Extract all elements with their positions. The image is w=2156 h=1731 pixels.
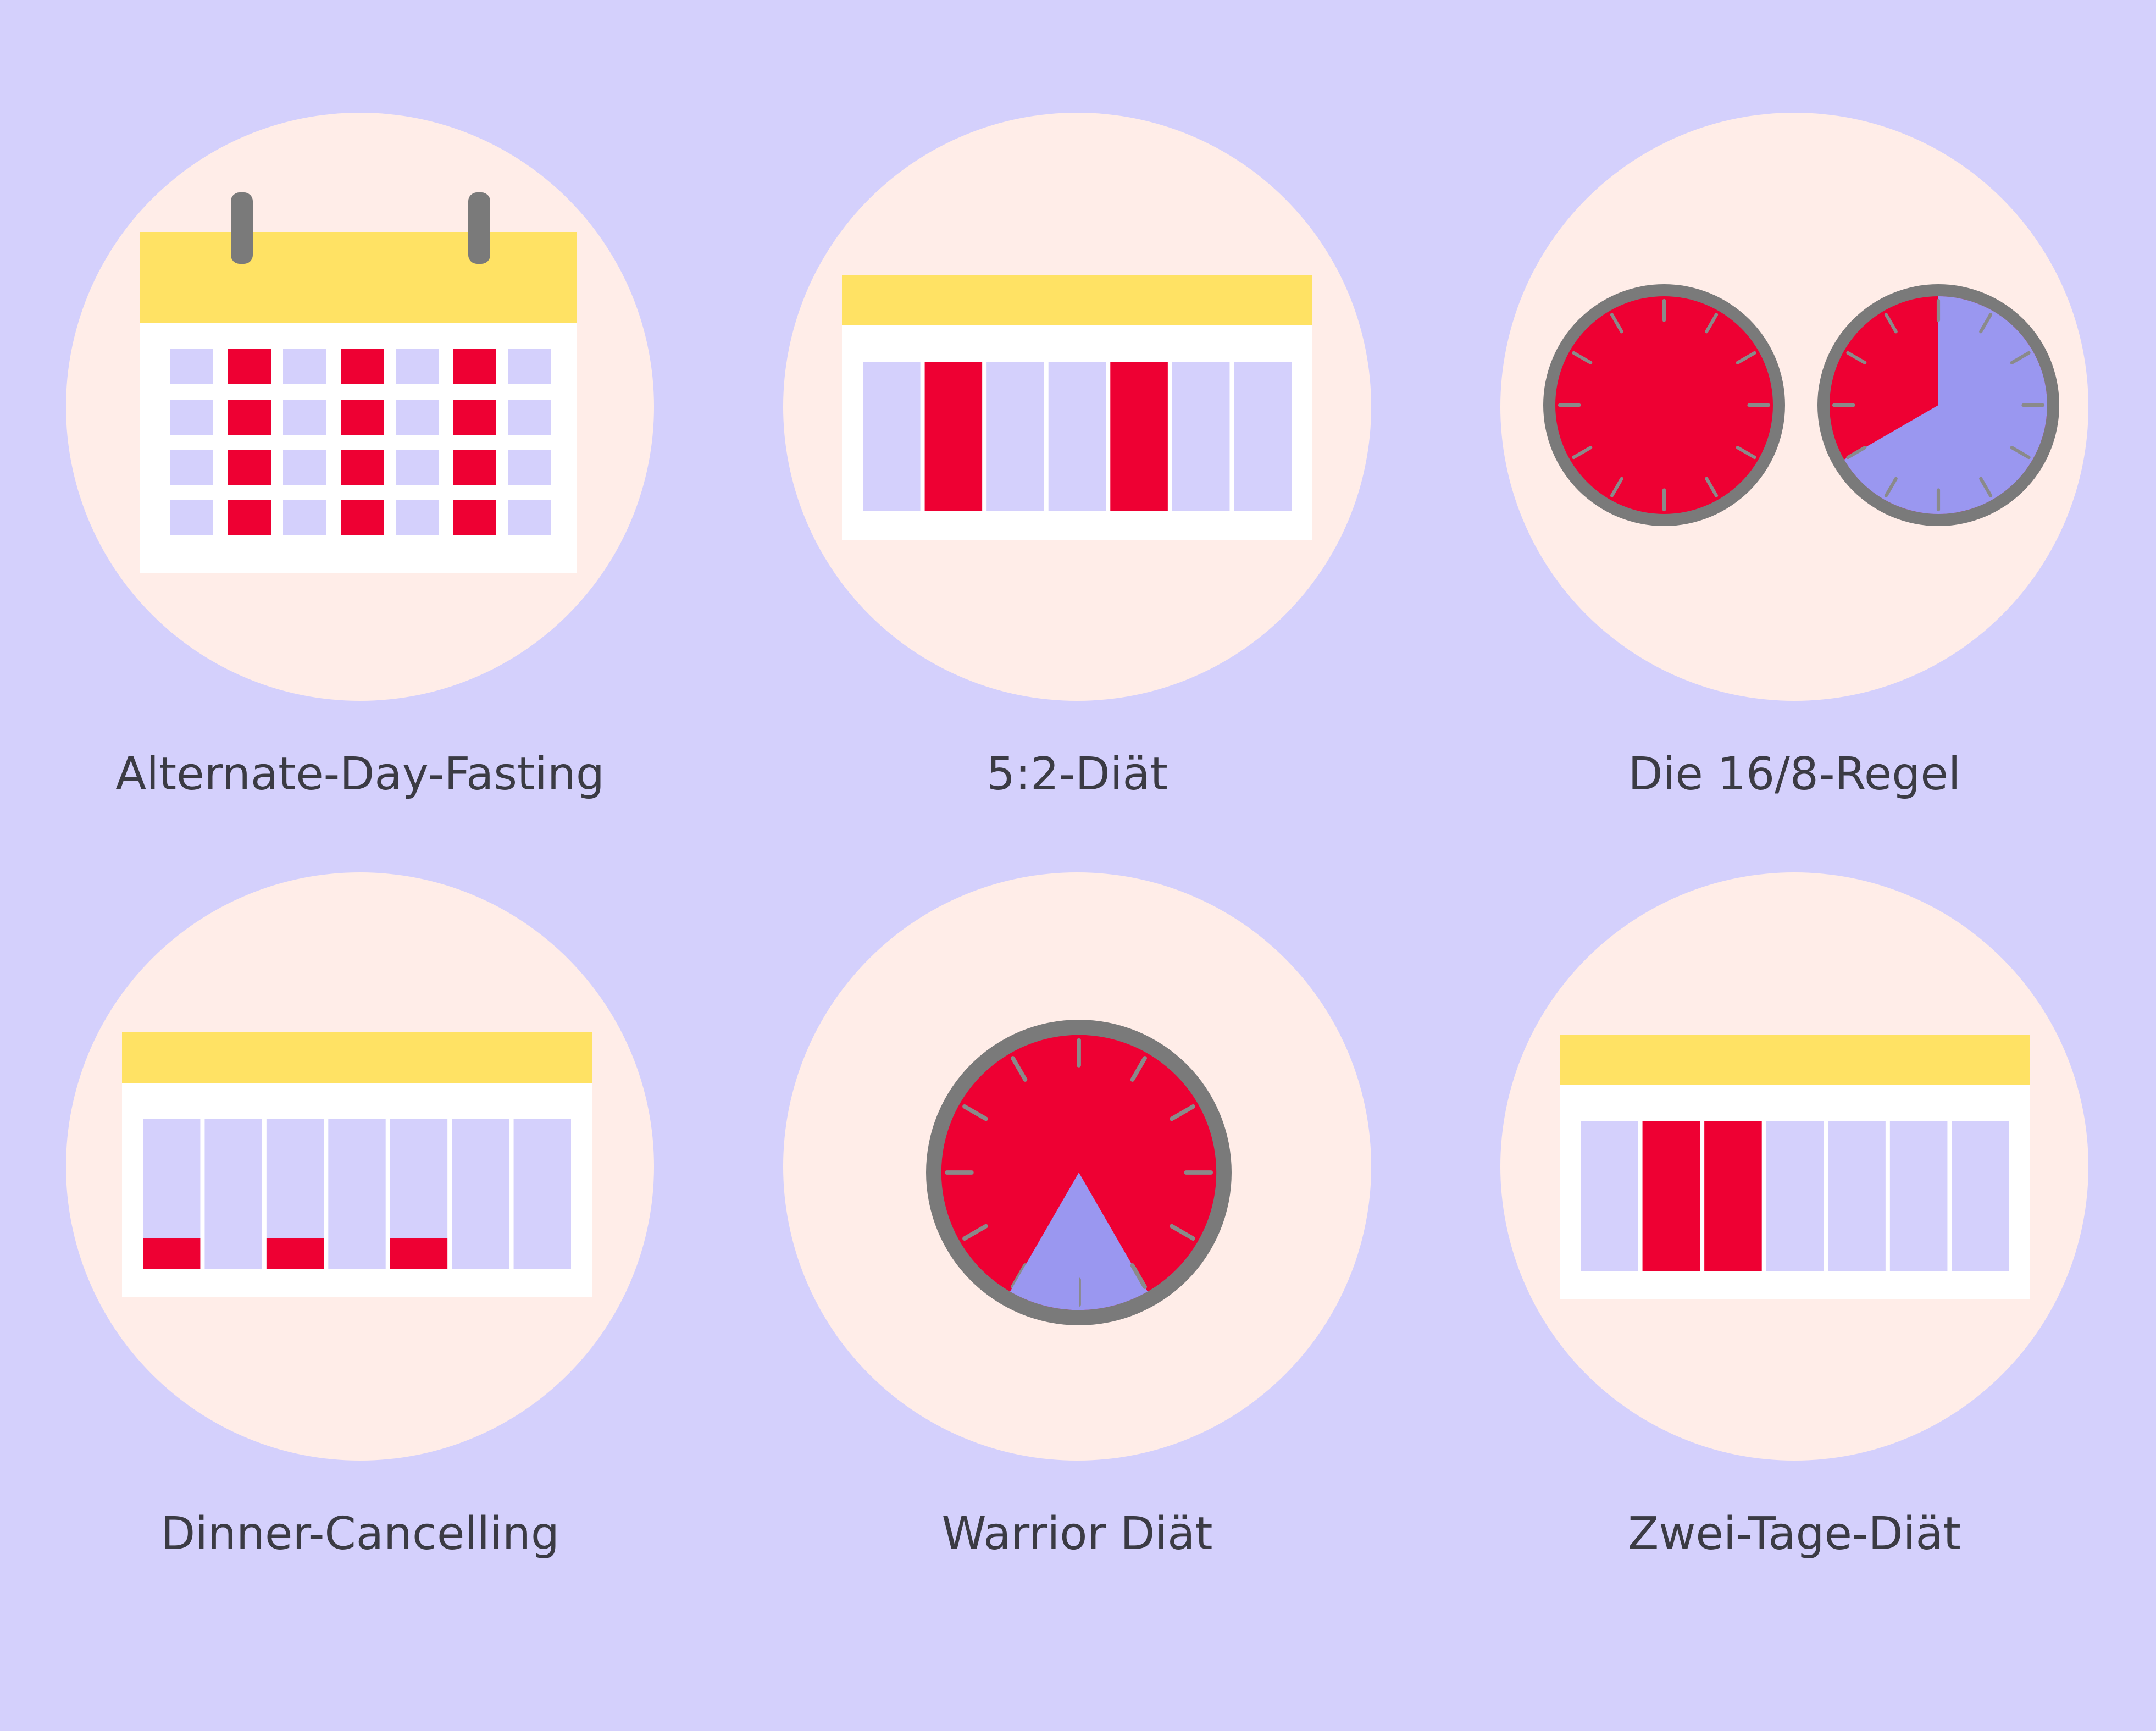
eating-window-sector [1079, 1173, 1148, 1310]
day-column [863, 362, 921, 511]
skipped-dinner-bar [266, 1238, 324, 1269]
fasting-day-cell [228, 500, 271, 535]
day-column [986, 362, 1044, 511]
calendar-header [1560, 1035, 2030, 1085]
clock-tick [1572, 351, 1593, 364]
two-clocks-icon [1543, 284, 2059, 526]
calendar-month-icon [140, 192, 577, 573]
clock-tick [1011, 1056, 1028, 1082]
calendar-week-icon [842, 275, 1312, 540]
calendar-header [140, 232, 577, 323]
day-cell [396, 349, 439, 384]
day-cell [508, 500, 551, 535]
fasting-day-column [1642, 1121, 1700, 1271]
clock-tick [1610, 477, 1623, 497]
label-warrior-diaet: Warrior Diät [941, 1508, 1213, 1560]
clock-tick [1736, 446, 1756, 460]
clock-tick [1846, 351, 1867, 364]
day-column [1581, 1121, 1638, 1271]
fasting-day-cell [341, 450, 384, 485]
clock-tick [1979, 313, 1993, 334]
clock-tick [1705, 313, 1719, 334]
label-5-2-diaet: 5:2-Diät [986, 748, 1168, 800]
day-column [1172, 362, 1230, 511]
clock-tick [1610, 313, 1623, 334]
clock-tick [1170, 1224, 1195, 1241]
day-column [1766, 1121, 1824, 1271]
day-column [1234, 362, 1292, 511]
calendar-ring [231, 192, 253, 264]
clock-tick [1572, 446, 1593, 460]
day-cell [396, 500, 439, 535]
fasting-day-cell [453, 450, 496, 485]
day-column [1048, 362, 1106, 511]
day-column [328, 1119, 386, 1269]
day-column [513, 1119, 571, 1269]
day-cell [170, 400, 213, 435]
day-cell [283, 450, 326, 485]
eating-window-sector [1844, 296, 2047, 514]
clock-tick [962, 1224, 988, 1241]
clock-tick [1130, 1263, 1147, 1289]
fasting-day-cell [228, 400, 271, 435]
fasting-day-column [924, 362, 983, 511]
label-dinner-cancelling: Dinner-Cancelling [160, 1508, 559, 1560]
fasting-day-cell [341, 400, 384, 435]
fasting-day-cell [453, 349, 496, 384]
day-cell [508, 400, 551, 435]
day-cell [283, 400, 326, 435]
calendar-ring [468, 192, 490, 264]
fasting-day-column [1110, 362, 1168, 511]
day-cell [396, 450, 439, 485]
clock-tick [1979, 477, 1993, 497]
day-column [1889, 1121, 1948, 1271]
clock-face [1555, 296, 1773, 514]
day-column [1828, 1121, 1886, 1271]
fasting-day-column [1704, 1121, 1762, 1271]
calendar-header [122, 1032, 592, 1083]
skipped-dinner-bar [390, 1238, 448, 1269]
fasting-day-cell [341, 500, 384, 535]
clock-tick [1705, 477, 1719, 497]
clock-tick [1736, 351, 1756, 364]
clock-tick [1884, 313, 1898, 334]
day-cell [283, 500, 326, 535]
day-column [452, 1119, 509, 1269]
day-column [204, 1119, 262, 1269]
calendar-two-days-icon [1560, 1035, 2030, 1299]
calendar-dinner-icon [122, 1032, 592, 1297]
clock-tick [962, 1104, 988, 1121]
clock-tick [2010, 351, 2031, 364]
fasting-day-cell [453, 500, 496, 535]
clock-icon [926, 1020, 1232, 1325]
skipped-dinner-bar [143, 1238, 201, 1269]
day-column [1952, 1121, 2009, 1271]
day-cell [170, 500, 213, 535]
calendar-header [842, 275, 1312, 325]
day-cell [396, 400, 439, 435]
fasting-day-cell [341, 349, 384, 384]
fasting-day-cell [228, 349, 271, 384]
label-16-8-regel: Die 16/8-Regel [1628, 748, 1961, 800]
clock-tick [1130, 1056, 1147, 1082]
day-cell [283, 349, 326, 384]
day-cell [170, 450, 213, 485]
clock-tick [1170, 1104, 1195, 1121]
clock-tick [1846, 446, 1867, 460]
day-cell [508, 349, 551, 384]
eating-window-sector [1010, 1173, 1079, 1310]
day-cell [170, 349, 213, 384]
day-cell [508, 450, 551, 485]
label-alternate-day-fasting: Alternate-Day-Fasting [115, 748, 605, 800]
clock-tick [2010, 446, 2031, 460]
clock-tick [1884, 477, 1898, 497]
icon-background-circle [1500, 113, 2088, 701]
label-zwei-tage-diaet: Zwei-Tage-Diät [1628, 1508, 1961, 1560]
fasting-day-cell [453, 400, 496, 435]
fasting-day-cell [228, 450, 271, 485]
